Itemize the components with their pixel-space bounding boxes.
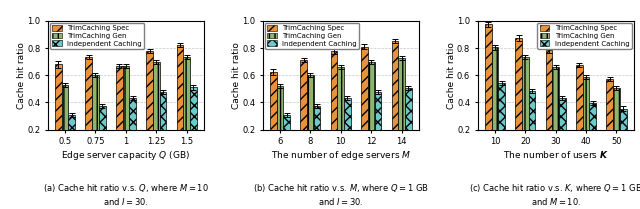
X-axis label: The number of users $\boldsymbol{K}$: The number of users $\boldsymbol{K}$ [503,149,609,160]
Bar [190,87,196,157]
Bar [576,65,583,157]
X-axis label: The number of edge servers $M$: The number of edge servers $M$ [271,149,411,162]
Bar [405,88,412,157]
Bar [99,106,106,157]
Bar [613,88,620,157]
Bar [361,47,368,157]
Bar [153,62,159,157]
Legend: TrimCaching Spec, TrimCaching Gen, Independent Caching: TrimCaching Spec, TrimCaching Gen, Indep… [538,23,632,49]
Text: (a) Cache hit ratio v.s. $Q$, where $M = 10$
and $I = 30$.: (a) Cache hit ratio v.s. $Q$, where $M =… [43,182,209,207]
Y-axis label: Cache hit ratio: Cache hit ratio [447,42,456,109]
Bar [270,72,276,157]
Bar [485,24,492,157]
Bar [86,57,92,157]
Bar [589,103,596,157]
Bar [337,67,344,157]
Bar [607,79,613,157]
Text: (c) Cache hit ratio v.s. $K$, where $Q = 1$ GB
and $M = 10$.: (c) Cache hit ratio v.s. $K$, where $Q =… [469,182,640,207]
Bar [68,115,75,157]
Bar [284,115,290,157]
Bar [276,86,284,157]
Bar [183,57,190,157]
Bar [159,92,166,157]
Bar [62,85,68,157]
Text: (b) Cache hit ratio v.s. $M$, where $Q = 1$ GB
and $I = 30$.: (b) Cache hit ratio v.s. $M$, where $Q =… [253,182,429,207]
Bar [300,60,307,157]
Bar [559,98,566,157]
Bar [515,38,522,157]
X-axis label: Edge server capacity $Q$ (GB): Edge server capacity $Q$ (GB) [61,149,191,162]
Bar [529,91,536,157]
Legend: TrimCaching Spec, TrimCaching Gen, Independent Caching: TrimCaching Spec, TrimCaching Gen, Indep… [50,23,144,49]
Bar [55,64,62,157]
Bar [177,45,183,157]
Bar [552,67,559,157]
Bar [307,75,314,157]
Bar [146,51,153,157]
Bar [344,98,351,157]
Bar [129,98,136,157]
Bar [492,47,499,157]
Bar [374,92,381,157]
Bar [499,83,505,157]
Y-axis label: Cache hit ratio: Cache hit ratio [17,42,26,109]
Bar [583,77,589,157]
Bar [392,41,398,157]
Bar [546,50,552,157]
Bar [620,108,627,157]
Y-axis label: Cache hit ratio: Cache hit ratio [232,42,241,109]
Bar [398,58,405,157]
Bar [331,51,337,157]
Legend: TrimCaching Spec, TrimCaching Gen, Independent Caching: TrimCaching Spec, TrimCaching Gen, Indep… [265,23,359,49]
Bar [116,66,122,157]
Bar [92,75,99,157]
Bar [314,106,321,157]
Bar [368,62,374,157]
Bar [122,66,129,157]
Bar [522,57,529,157]
